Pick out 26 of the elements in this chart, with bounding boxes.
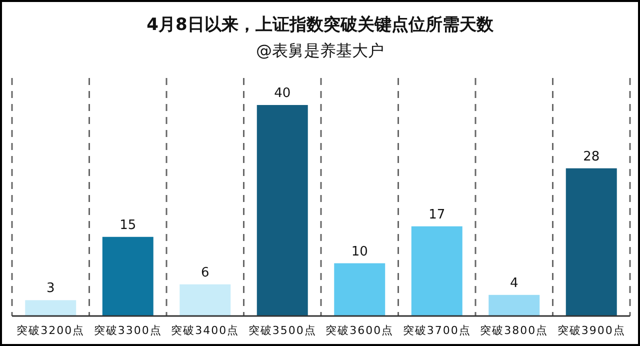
data-label: 10 (351, 244, 368, 260)
x-tick-label: 突破3300点 (94, 324, 162, 337)
bar (180, 284, 231, 316)
x-tick-label: 突破3900点 (557, 324, 626, 337)
data-label: 17 (428, 207, 446, 222)
data-label: 4 (510, 276, 518, 291)
data-label: 40 (274, 86, 291, 101)
bar (488, 294, 540, 316)
bar (566, 168, 617, 316)
chart-subtitle: @表舅是养基大户 (256, 41, 384, 60)
bar (256, 105, 308, 316)
data-label: 15 (120, 218, 136, 233)
chart-title: 4月8日以来，上证指数突破关键点位所需天数 (146, 15, 494, 35)
data-label: 28 (583, 149, 600, 164)
bar (411, 226, 462, 316)
bar (334, 263, 386, 316)
x-tick-label: 突破3400点 (171, 324, 240, 337)
bar (25, 300, 76, 316)
data-label: 6 (200, 265, 210, 280)
x-tick-label: 突破3800点 (480, 324, 548, 337)
x-tick-label: 突破3600点 (326, 324, 394, 337)
x-tick-label: 突破3700点 (402, 324, 471, 337)
x-tick-label: 突破3500点 (248, 324, 316, 337)
x-tick-label: 突破3200点 (16, 324, 85, 337)
data-label: 3 (46, 281, 55, 296)
bar (102, 236, 154, 316)
